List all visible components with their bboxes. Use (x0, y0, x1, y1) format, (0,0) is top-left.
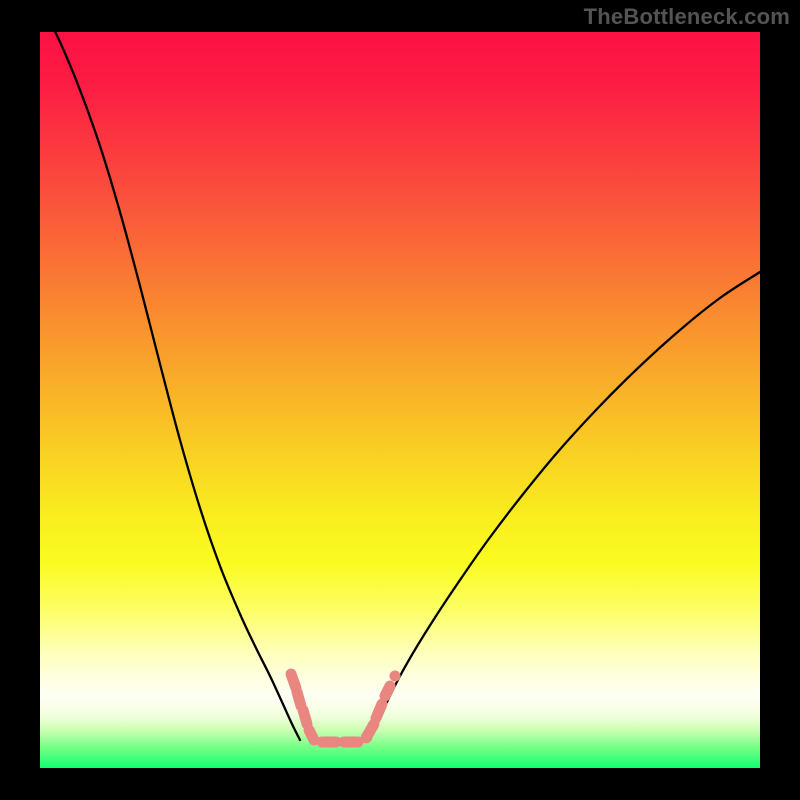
plot-area-rect (40, 32, 760, 768)
chart-stage: TheBottleneck.com (0, 0, 800, 800)
valley-segment (297, 692, 301, 706)
valley-segment (385, 686, 390, 696)
valley-segment (309, 730, 314, 740)
valley-dot (390, 671, 401, 682)
bottleneck-plot (0, 0, 800, 800)
watermark-label: TheBottleneck.com (584, 4, 790, 30)
valley-segment (291, 674, 296, 688)
valley-segment (303, 710, 307, 724)
valley-segment (376, 704, 382, 718)
valley-segment (366, 724, 374, 738)
